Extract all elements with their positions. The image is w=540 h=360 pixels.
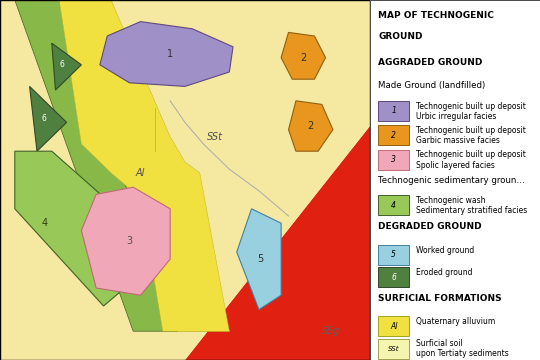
Bar	[379, 316, 409, 336]
Text: Al: Al	[136, 168, 145, 178]
Text: 2: 2	[392, 131, 396, 140]
Text: AGGRADED GROUND: AGGRADED GROUND	[379, 58, 483, 67]
Polygon shape	[59, 0, 230, 331]
Text: 5: 5	[258, 254, 264, 264]
Text: SSt: SSt	[206, 132, 222, 142]
Bar	[379, 195, 409, 215]
Text: Quaternary alluvium: Quaternary alluvium	[416, 317, 495, 326]
Text: 5: 5	[392, 250, 396, 259]
Text: Spolic layered facies: Spolic layered facies	[416, 161, 495, 170]
Polygon shape	[30, 86, 66, 151]
Polygon shape	[44, 0, 229, 331]
Text: SURFICIAL FORMATIONS: SURFICIAL FORMATIONS	[379, 294, 502, 303]
Text: upon Tertiaty sediments: upon Tertiaty sediments	[416, 349, 509, 358]
Text: 4: 4	[392, 201, 396, 210]
Text: DEGRADED GROUND: DEGRADED GROUND	[379, 222, 482, 231]
Polygon shape	[82, 187, 170, 295]
Polygon shape	[192, 137, 370, 360]
Bar	[379, 267, 409, 287]
Polygon shape	[0, 0, 370, 360]
Text: Technogenic built up deposit: Technogenic built up deposit	[416, 150, 526, 159]
Text: Eroded ground: Eroded ground	[416, 268, 472, 277]
Text: Surficial soil: Surficial soil	[416, 339, 463, 348]
Polygon shape	[281, 32, 326, 79]
Text: Technogenic built up deposit: Technogenic built up deposit	[416, 102, 526, 111]
Polygon shape	[192, 137, 370, 360]
Text: Technogenic built up deposit: Technogenic built up deposit	[416, 126, 526, 135]
Text: 6: 6	[60, 60, 65, 69]
Polygon shape	[185, 126, 370, 360]
Bar	[379, 101, 409, 121]
Text: Made Ground (landfilled): Made Ground (landfilled)	[379, 81, 485, 90]
Polygon shape	[15, 0, 178, 331]
Text: Garbic massive facies: Garbic massive facies	[416, 136, 500, 145]
Bar	[379, 125, 409, 145]
Text: Worked ground: Worked ground	[416, 246, 474, 255]
Text: 2: 2	[308, 121, 314, 131]
Polygon shape	[52, 43, 82, 90]
Text: Technogenic sedimentary groun…: Technogenic sedimentary groun…	[379, 176, 525, 185]
Bar	[379, 245, 409, 265]
Bar	[379, 339, 409, 359]
Text: Technogenic wash: Technogenic wash	[416, 196, 485, 205]
Text: 1: 1	[392, 106, 396, 115]
Text: Urbic irregular facies: Urbic irregular facies	[416, 112, 496, 121]
Text: 3: 3	[392, 155, 396, 164]
Text: 3: 3	[126, 236, 132, 246]
Text: GROUND: GROUND	[379, 32, 423, 41]
Text: SSt: SSt	[388, 346, 400, 352]
Text: SSg: SSg	[322, 326, 340, 336]
Text: 6: 6	[41, 114, 46, 123]
Polygon shape	[100, 22, 233, 86]
Text: 2: 2	[300, 53, 306, 63]
Polygon shape	[237, 209, 281, 310]
Text: 6: 6	[392, 273, 396, 282]
Polygon shape	[288, 101, 333, 151]
Text: 1: 1	[167, 49, 173, 59]
Text: Sedimentary stratified facies: Sedimentary stratified facies	[416, 206, 527, 215]
Text: 4: 4	[42, 218, 48, 228]
Text: MAP OF TECHNOGENIC: MAP OF TECHNOGENIC	[379, 11, 494, 20]
Bar	[379, 150, 409, 170]
Polygon shape	[15, 151, 133, 306]
Text: Al: Al	[390, 322, 397, 331]
